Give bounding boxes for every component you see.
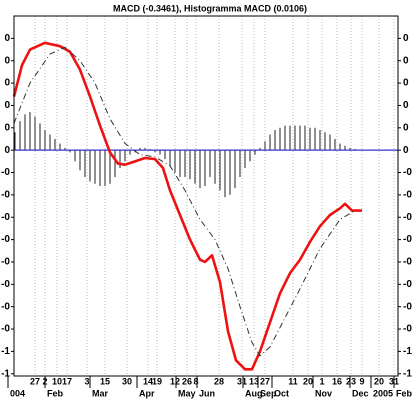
y-tick-label: 0 — [403, 122, 409, 133]
y-tick-label: -0 — [403, 301, 412, 312]
x-month-label: Nov — [315, 388, 332, 398]
x-tick-label: 14 — [143, 376, 153, 386]
x-tick-label: 16 — [332, 376, 342, 386]
y-tick-label: -1 — [403, 346, 412, 357]
x-tick-label: 20 — [374, 376, 384, 386]
x-tick-label: 27 — [260, 376, 270, 386]
y-tick-label: -1 — [403, 368, 412, 379]
x-month-label: 004 — [10, 388, 25, 398]
x-month-label: Mar — [92, 388, 109, 398]
x-tick-label: 28 — [214, 376, 224, 386]
x-tick-label: 10 — [52, 376, 62, 386]
x-tick-label: 31 — [237, 376, 247, 386]
x-tick-label: 26 — [182, 376, 192, 386]
series-line — [13, 46, 356, 357]
x-month-label: Dec — [352, 388, 369, 398]
x-tick-label: 11 — [288, 376, 298, 386]
x-tick-label: 1 — [319, 376, 324, 386]
y-tick-label: -0 — [403, 167, 412, 178]
y-tick-label: -0 — [403, 324, 412, 335]
x-month-label: Feb — [47, 388, 64, 398]
x-month-label: Aug — [245, 388, 263, 398]
y-tick-label: 0 — [4, 78, 10, 89]
y-tick-label: 0 — [403, 55, 409, 66]
x-month-label: Jun — [199, 388, 215, 398]
y-tick-label: -1 — [1, 346, 10, 357]
plot-frame — [13, 15, 399, 377]
x-tick-label: 12 — [170, 376, 180, 386]
x-tick-label: 8 — [193, 376, 198, 386]
y-tick-label: 0 — [4, 145, 10, 156]
y-tick-label: 0 — [403, 145, 409, 156]
x-tick-label: 20 — [303, 376, 313, 386]
x-month-label: Apr — [139, 388, 155, 398]
y-tick-label: -0 — [1, 257, 10, 268]
y-tick-label: -0 — [403, 234, 412, 245]
y-tick-label: -0 — [403, 257, 412, 268]
x-tick-label: 15 — [100, 376, 110, 386]
x-month-label: 2005 — [373, 388, 393, 398]
y-tick-label: 0 — [4, 122, 10, 133]
x-month-label: May — [178, 388, 196, 398]
y-tick-label: -0 — [1, 212, 10, 223]
x-tick-label: 3 — [84, 376, 89, 386]
x-tick-label: 19 — [152, 376, 162, 386]
y-tick-label: 0 — [4, 55, 10, 66]
x-tick-label: 23 — [346, 376, 356, 386]
x-tick-label: 13 — [249, 376, 259, 386]
x-tick-label: 27 — [30, 376, 40, 386]
y-tick-label: 0 — [4, 100, 10, 111]
chart-title: MACD (-0.3461), Histogramma MACD (0.0106… — [113, 3, 307, 13]
series-line — [12, 41, 362, 371]
x-tick-label: 17 — [62, 376, 72, 386]
y-tick-label: -0 — [1, 279, 10, 290]
y-tick-label: -0 — [1, 301, 10, 312]
y-tick-label: 0 — [4, 33, 10, 44]
y-tick-label: -0 — [403, 279, 412, 290]
y-tick-label: -0 — [1, 167, 10, 178]
y-tick-label: -0 — [1, 324, 10, 335]
y-tick-label: -0 — [1, 190, 10, 201]
y-tick-label: -0 — [403, 212, 412, 223]
x-month-label: Feb — [396, 388, 413, 398]
x-month-label: Sep — [260, 388, 277, 398]
y-tick-label: 0 — [403, 78, 409, 89]
y-tick-label: -1 — [1, 368, 10, 379]
y-tick-label: -0 — [1, 234, 10, 245]
x-tick-label: 30 — [122, 376, 132, 386]
y-tick-label: 0 — [403, 100, 409, 111]
x-month-label: Oct — [274, 388, 289, 398]
y-tick-label: -0 — [403, 190, 412, 201]
y-tick-label: 0 — [403, 33, 409, 44]
x-tick-label: 9 — [359, 376, 364, 386]
